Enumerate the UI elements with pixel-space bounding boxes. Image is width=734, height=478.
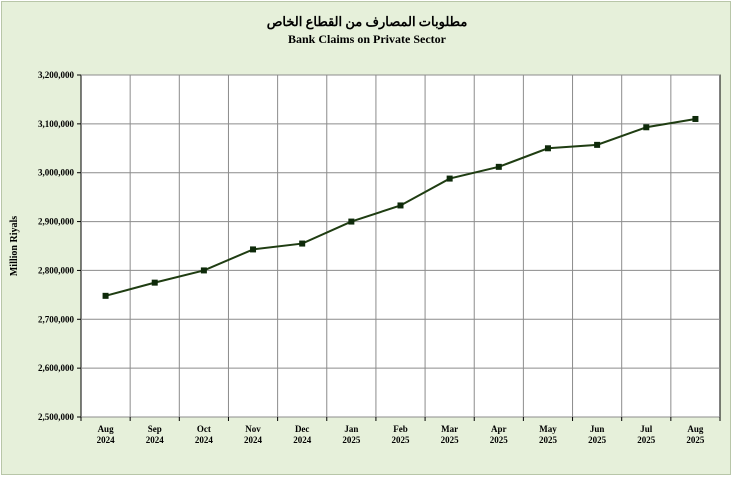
x-tick-label-month: Feb (393, 424, 408, 434)
x-tick-label-year: 2025 (637, 435, 656, 445)
data-point-marker (692, 115, 699, 122)
y-tick-label: 2,900,000 (38, 217, 75, 227)
x-tick-label-year: 2025 (392, 435, 411, 445)
y-axis-label: Million Riyals (9, 216, 20, 276)
x-tick-label-year: 2024 (195, 435, 214, 445)
x-tick-label-month: Nov (245, 424, 261, 434)
x-tick-label-year: 2024 (244, 435, 263, 445)
x-tick-label-month: Apr (491, 424, 507, 434)
y-tick-label: 2,600,000 (38, 363, 75, 373)
data-point-marker (446, 175, 453, 182)
x-tick-label-month: Jul (640, 424, 653, 434)
x-axis: Aug2024Sep2024Oct2024Nov2024Dec2024Jan20… (80, 417, 721, 445)
data-point-marker (594, 141, 601, 148)
data-point-marker (643, 124, 650, 131)
y-tick-label: 3,200,000 (38, 70, 75, 80)
x-tick-label-month: Oct (197, 424, 211, 434)
data-point-marker (250, 246, 257, 253)
y-tick-label: 3,000,000 (38, 168, 75, 178)
x-tick-label-month: Aug (98, 424, 115, 434)
x-tick-label-month: Jan (344, 424, 358, 434)
plot-area (80, 74, 721, 418)
x-tick-label-year: 2024 (293, 435, 312, 445)
y-axis: 2,500,000 2,600,000 2,700,000 2,800,000 2,90… (38, 70, 81, 422)
x-tick-label-month: May (539, 424, 557, 434)
y-tick-label: 2,500,000 (38, 412, 75, 422)
y-tick-label: 2,700,000 (38, 314, 75, 324)
x-tick-label-year: 2024 (97, 435, 116, 445)
series-group (102, 115, 699, 299)
chart-title-english: Bank Claims on Private Sector (288, 32, 446, 46)
data-point-marker (397, 202, 404, 209)
x-tick-label-month: Aug (687, 424, 704, 434)
x-tick-label-month: Jun (590, 424, 605, 434)
data-point-marker (495, 163, 502, 170)
data-point-marker (151, 279, 158, 286)
grid (81, 74, 720, 418)
x-tick-label-year: 2025 (441, 435, 460, 445)
x-tick-label-year: 2025 (342, 435, 361, 445)
x-tick-label-year: 2025 (539, 435, 558, 445)
data-point-marker (102, 292, 109, 299)
x-tick-label-year: 2025 (686, 435, 705, 445)
x-tick-label-year: 2024 (146, 435, 165, 445)
y-tick-label: 3,100,000 (38, 119, 75, 129)
data-point-marker (299, 240, 306, 247)
y-tick-label: 2,800,000 (38, 265, 75, 275)
x-tick-label-year: 2025 (588, 435, 607, 445)
data-point-marker (200, 267, 207, 274)
x-tick-label-month: Mar (441, 424, 458, 434)
chart-title-arabic: مطلوبات المصارف من القطاع الخاص (266, 14, 468, 29)
x-tick-label-month: Sep (148, 424, 162, 434)
x-tick-label-month: Dec (295, 424, 310, 434)
x-tick-label-year: 2025 (490, 435, 509, 445)
data-point-marker (544, 145, 551, 152)
data-point-marker (348, 218, 355, 225)
